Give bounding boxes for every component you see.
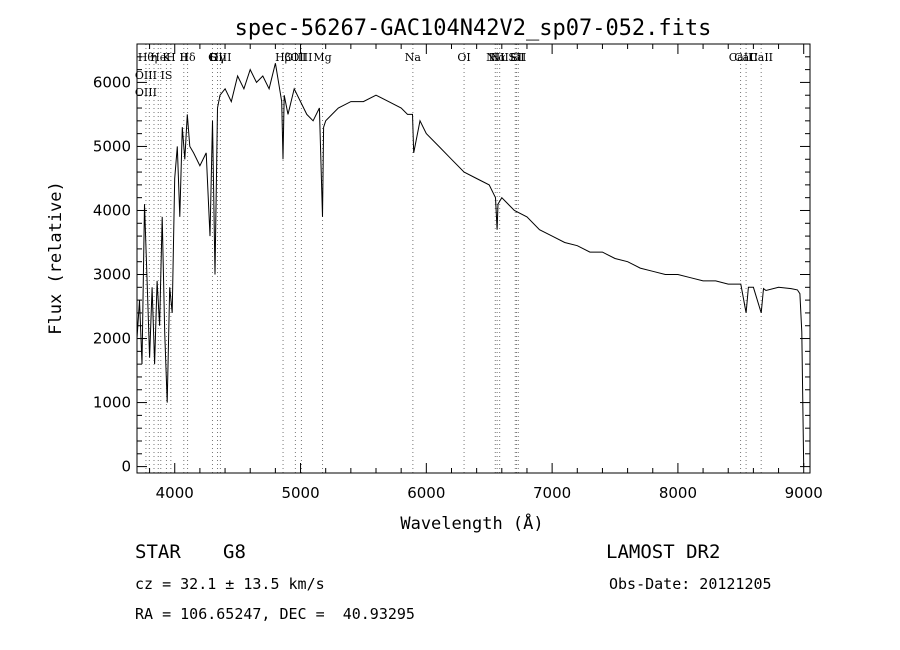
spectral-line-label: Hδ (179, 51, 196, 64)
spectral-line-label: G (208, 51, 217, 64)
spectral-line-label: OI (457, 51, 470, 64)
x-tick-label: 5000 (281, 484, 319, 502)
x-tick-label: 8000 (659, 484, 697, 502)
spectral-line-label: II (179, 51, 188, 64)
x-tick-label: 6000 (407, 484, 445, 502)
spectral-line-label: K (162, 51, 171, 64)
spectral-line-label: Hθ (138, 51, 155, 64)
y-axis-label: Flux (relative) (46, 181, 66, 335)
spectral-line-label: OIII (209, 51, 231, 64)
spectral-line-label: OIII (135, 86, 157, 99)
coordinates-text: RA = 106.65247, DEC = 40.93295 (135, 605, 415, 623)
spectral-line-label: Na (405, 51, 422, 64)
x-axis-label: Wavelength (Å) (400, 512, 543, 534)
object-type-text: STAR (135, 541, 181, 563)
y-tick-label: 6000 (93, 73, 131, 91)
spectral-line-label: NII (491, 51, 509, 64)
y-tick-label: 4000 (93, 201, 131, 219)
spectral-line-label: Hα (489, 51, 507, 64)
x-tick-label: 4000 (156, 484, 194, 502)
axis-ticks: 4000 5000 6000 7000 8000 9000 0 1000 2000 3000 400… (93, 44, 823, 502)
spectral-line-label: SII (510, 51, 526, 64)
spectral-line-label: OIII (290, 51, 312, 64)
spectral-line-label: Hγ (209, 51, 226, 64)
spectral-line-label: IS (160, 69, 172, 82)
y-tick-label: 0 (121, 458, 131, 476)
plot-frame (136, 43, 811, 474)
spectral-line-label: CaII (734, 51, 758, 64)
spectral-line-label: Hβ (275, 51, 291, 64)
y-tick-label: 5000 (93, 137, 131, 155)
spectral-line-label: SII (508, 51, 524, 64)
spectral-line-label: OIII (135, 69, 157, 82)
x-tick-label: 9000 (785, 484, 823, 502)
y-tick-label: 3000 (93, 266, 131, 284)
spectral-line-label: OIII (284, 51, 306, 64)
y-tick-label: 1000 (93, 394, 131, 412)
chart-title: spec-56267-GAC104N42V2_sp07-052.fits (235, 16, 712, 41)
obs-date-text: Obs-Date: 20121205 (609, 575, 772, 593)
spectral-line-label: CaII (749, 51, 773, 64)
spectral-line-label: η (151, 51, 158, 64)
spectrum-series-line (136, 63, 805, 467)
spectral-line-label: Mg (313, 51, 331, 64)
x-tick-label: 7000 (533, 484, 571, 502)
spectral-line-label: Li (510, 51, 521, 64)
spectral-line-label: He (150, 51, 166, 64)
subclass-text: G8 (223, 541, 246, 563)
y-tick-label: 2000 (93, 330, 131, 348)
spectral-line-label: H (166, 51, 176, 64)
redshift-text: cz = 32.1 ± 13.5 km/s (135, 575, 325, 593)
survey-text: LAMOST DR2 (606, 541, 721, 563)
